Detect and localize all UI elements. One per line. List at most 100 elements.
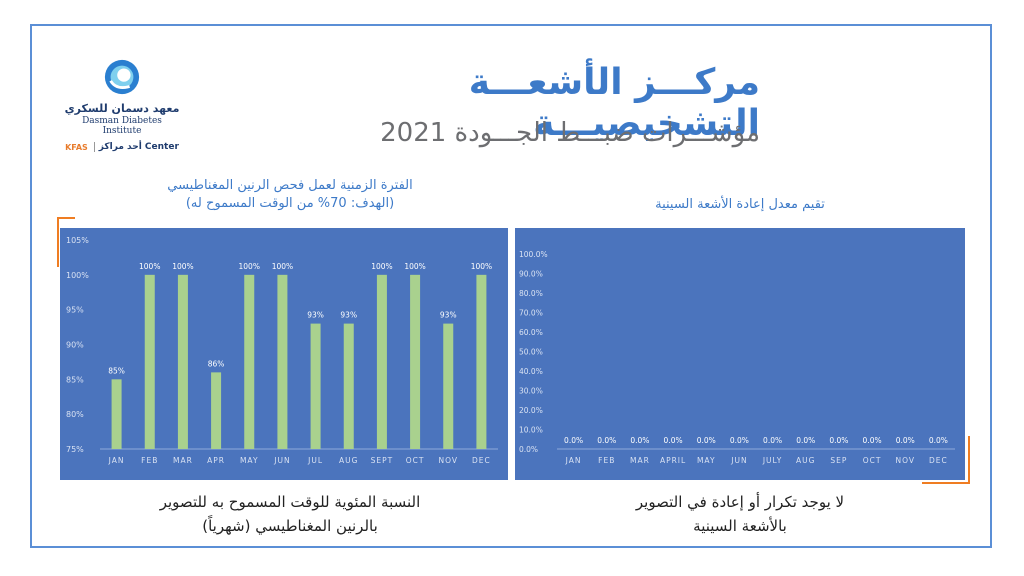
x-tick-label: JUN [730,456,747,465]
bar [376,274,387,449]
left-caption-line1: النسبة المئوية للوقت المسموح به للتصوير [159,493,421,511]
x-tick-label: AUG [339,456,358,465]
x-tick-label: NOV [438,456,458,465]
x-tick-label: NOV [895,456,915,465]
bar [177,274,188,449]
x-tick-label: JUL [307,456,323,465]
x-tick-label: JULY [762,456,782,465]
data-label: 0.0% [796,436,815,445]
y-tick-label: 20.0% [519,406,543,415]
x-tick-label: APRIL [660,456,686,465]
data-label: 100% [139,262,160,271]
data-label: 0.0% [664,436,683,445]
y-tick-label: 100% [66,271,89,280]
data-label: 93% [440,311,457,320]
right-chart-title: تقيم معدل إعادة الأشعة السينية [655,197,825,212]
x-tick-label: MAY [240,456,259,465]
y-tick-label: 90.0% [519,270,543,279]
x-tick-label: FEB [598,456,615,465]
y-tick-label: 70.0% [519,309,543,318]
x-tick-label: JUN [273,456,290,465]
data-label: 0.0% [697,436,716,445]
data-label: 0.0% [564,436,583,445]
y-tick-label: 40.0% [519,367,543,376]
data-label: 0.0% [597,436,616,445]
dasman-logo: معهد دسمان للسكري Dasman Diabetes Instit… [62,58,182,152]
y-tick-label: 50.0% [519,348,543,357]
y-tick-label: 60.0% [519,328,543,337]
bar [144,274,155,449]
data-label: 100% [471,262,492,271]
data-label: 93% [307,311,324,320]
data-label: 86% [208,359,225,368]
data-label: 100% [404,262,425,271]
data-label: 0.0% [863,436,882,445]
x-tick-label: JAN [108,456,125,465]
page-frame [30,24,992,548]
right-caption-line2: بالأشعة السينية [693,517,787,535]
data-label: 0.0% [829,436,848,445]
bar [310,323,321,449]
data-label: 0.0% [763,436,782,445]
orange-corner-left [57,217,75,267]
left-caption-line2: بالرنين المغناطيسي (شهرياً) [202,517,378,535]
data-label: 100% [272,262,293,271]
data-label: 100% [371,262,392,271]
data-label: 100% [172,262,193,271]
page-title: مركـــز الأشعـــة التشخيصيـــة [468,62,760,144]
x-tick-label: APR [207,456,225,465]
data-label: 0.0% [929,436,948,445]
bar [111,379,122,449]
y-tick-label: 80.0% [519,289,543,298]
left-caption: النسبة المئوية للوقت المسموح به للتصوير … [120,490,460,538]
data-label: 0.0% [630,436,649,445]
page-subtitle: مؤشـــرات ضبـــط الجـــودة 2021 [380,118,760,148]
right-chart-panel: 0.0% 10.0% 20.0% 30.0% 40.0% 50.0% 60.0% 70.0% 8… [515,228,965,480]
left-chart-title-line2: (الهدف: 70% من الوقت المسموح له) [185,196,395,211]
y-tick-label: 30.0% [519,387,543,396]
x-tick-label: OCT [406,456,425,465]
bar [343,323,354,449]
kfas-logo: KFAS أحد مراكز Center [62,142,182,152]
y-tick-label: 0.0% [519,445,538,454]
x-tick-label: SEPT [371,456,394,465]
bar [277,274,288,449]
bar [211,372,222,449]
right-caption-line1: لا يوجد تكرار أو إعادة في التصوير [635,493,845,511]
x-tick-label: FEB [141,456,158,465]
y-tick-label: 80% [66,410,84,419]
swirl-logo-icon [104,59,140,95]
x-tick-label: SEP [830,456,847,465]
data-label: 93% [340,311,357,320]
data-label: 0.0% [730,436,749,445]
y-tick-label: 85% [66,375,84,384]
y-tick-label: 95% [66,306,84,315]
y-tick-label: 100.0% [519,250,548,259]
xray-repeat-chart: 0.0% 10.0% 20.0% 30.0% 40.0% 50.0% 60.0% 70.0% 8… [519,250,955,465]
x-tick-label: MAY [697,456,716,465]
x-tick-label: AUG [796,456,815,465]
y-tick-label: 75% [66,445,84,454]
data-label: 0.0% [896,436,915,445]
bar [443,323,454,449]
y-tick-label: 90% [66,341,84,350]
logo-english-name: Dasman Diabetes Institute [82,116,162,136]
logo-arabic-name: معهد دسمان للسكري [64,102,180,115]
bar [244,274,255,449]
left-chart-title-line1: الفترة الزمنية لعمل فحص الرنين المغناطيس… [167,178,413,193]
bar [410,274,421,449]
x-tick-label: MAR [630,456,650,465]
kfas-center-label: أحد مراكز Center [93,142,179,152]
data-label: 85% [108,366,125,375]
x-tick-label: OCT [863,456,882,465]
x-tick-label: JAN [565,456,582,465]
left-chart-title: الفترة الزمنية لعمل فحص الرنين المغناطيس… [100,177,480,213]
mri-time-chart: 75% 80% 85% 90% 95% 100% 105% 85% JAN 100% FEB 100%… [66,236,498,465]
bar [476,274,487,449]
data-label: 100% [239,262,260,271]
x-tick-label: DEC [929,456,948,465]
y-tick-label: 10.0% [519,426,543,435]
orange-corner-right [922,436,970,484]
x-tick-label: DEC [472,456,491,465]
x-tick-label: MAR [173,456,193,465]
